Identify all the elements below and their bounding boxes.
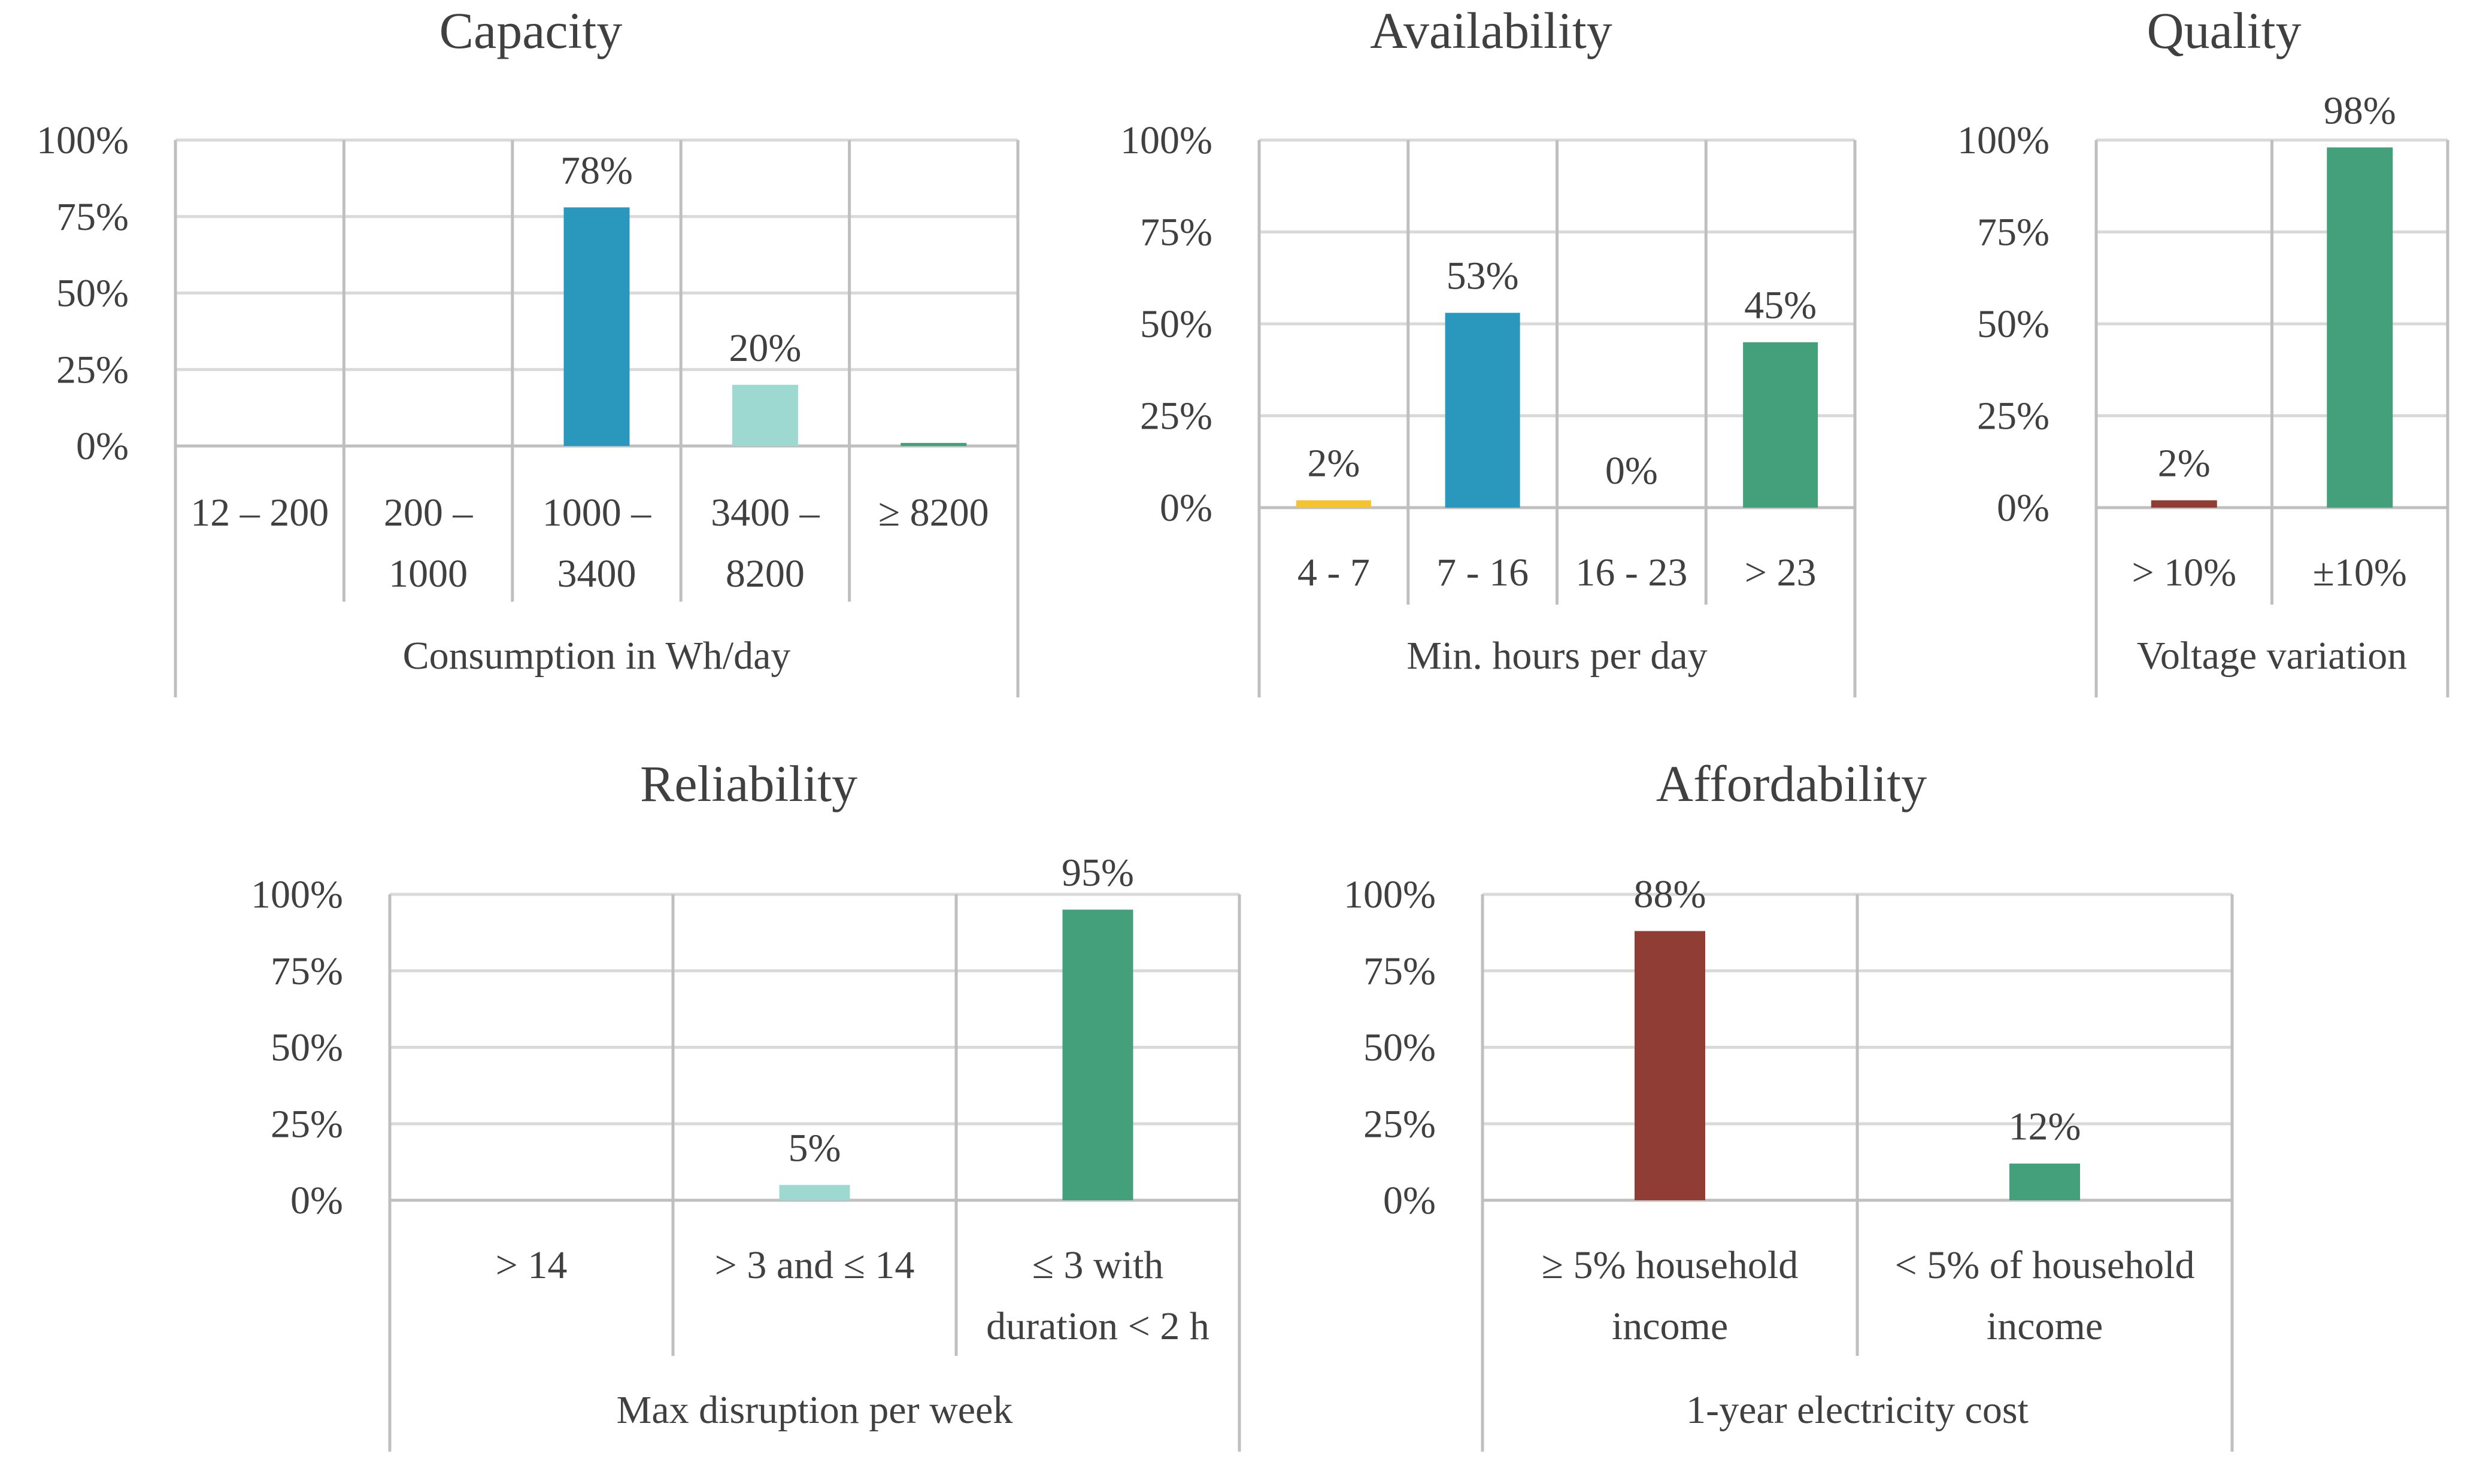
affordability-bar-1 [2009, 1163, 2080, 1200]
quality-title: Quality [2147, 2, 2302, 59]
affordability-data-label-1: 12% [2009, 1105, 2081, 1149]
quality-chart: Quality 0% 25% 50% 75% 100% 2% > 10% 98% ±10% Volt… [1957, 2, 2449, 697]
quality-data-label-0: 2% [2158, 442, 2211, 485]
capacity-ytick-label: 75% [56, 195, 129, 239]
capacity-data-label-2: 78% [560, 148, 633, 192]
affordability-title: Affordability [1656, 755, 1927, 812]
availability-ytick-label: 50% [1140, 302, 1212, 346]
capacity-category-label-1: 200 – [384, 491, 474, 535]
quality-category-label-0: > 10% [2132, 551, 2236, 594]
quality-ytick-label: 0% [1997, 486, 2050, 530]
capacity-category-label-3: 8200 [726, 552, 805, 596]
availability-data-label-1: 53% [1447, 254, 1519, 298]
affordability-category-label-0: income [1612, 1304, 1728, 1348]
quality-ytick-label: 100% [1957, 119, 2050, 162]
capacity-category-label-2: 1000 – [542, 491, 652, 535]
availability-ytick-label: 100% [1120, 119, 1212, 162]
availability-data-label-0: 2% [1307, 442, 1360, 485]
reliability-ytick-label: 100% [251, 873, 343, 917]
reliability-ytick-label: 75% [271, 949, 343, 993]
affordability-data-label-0: 88% [1634, 872, 1706, 916]
affordability-ytick-label: 0% [1383, 1179, 1436, 1222]
affordability-category-label-1: income [1987, 1304, 2103, 1348]
reliability-ytick-label: 25% [271, 1102, 343, 1146]
capacity-title: Capacity [439, 2, 623, 59]
capacity-category-label-0: 12 – 200 [190, 491, 329, 535]
affordability-ytick-label: 75% [1363, 949, 1436, 993]
affordability-category-label-1: < 5% of household [1895, 1243, 2195, 1287]
capacity-category-label-1: 1000 [389, 552, 468, 596]
reliability-bar-1 [779, 1185, 850, 1200]
quality-category-label-1: ±10% [2313, 551, 2407, 594]
reliability-data-label-1: 5% [789, 1126, 841, 1170]
availability-category-label-1: 7 - 16 [1436, 551, 1529, 594]
capacity-bar-2 [563, 207, 630, 446]
quality-bar-1 [2327, 147, 2393, 508]
availability-category-label-0: 4 - 7 [1297, 551, 1370, 594]
reliability-ytick-label: 0% [290, 1179, 343, 1222]
capacity-ytick-label: 100% [37, 119, 129, 162]
capacity-ytick-label: 50% [56, 272, 129, 315]
affordability-bar-0 [1635, 931, 1705, 1200]
affordability-category-label-0: ≥ 5% household [1542, 1243, 1799, 1287]
availability-ytick-label: 25% [1140, 394, 1212, 438]
capacity-data-label-3: 20% [729, 326, 801, 370]
availability-bar-0 [1296, 500, 1371, 508]
availability-ytick-label: 75% [1140, 211, 1212, 254]
affordability-ytick-label: 25% [1363, 1102, 1436, 1146]
capacity-category-label-4: ≥ 8200 [878, 491, 989, 535]
availability-bar-1 [1445, 312, 1520, 508]
reliability-data-label-2: 95% [1062, 851, 1134, 895]
reliability-category-label-0: > 14 [496, 1243, 568, 1287]
affordability-ytick-label: 50% [1363, 1026, 1436, 1070]
quality-ytick-label: 75% [1977, 211, 2050, 254]
availability-title: Availability [1370, 2, 1612, 59]
availability-axis-title: Min. hours per day [1406, 634, 1707, 678]
affordability-axis-title: 1-year electricity cost [1686, 1388, 2029, 1432]
availability-bar-3 [1743, 342, 1818, 508]
reliability-title: Reliability [640, 755, 857, 812]
reliability-chart: Reliability 0% 25% 50% 75% 100% > 14 5% > 3 and … [251, 755, 1241, 1452]
affordability-ytick-label: 100% [1344, 873, 1436, 917]
capacity-bar-4 [901, 442, 967, 446]
capacity-chart: Capacity 0% 25% 50% 75% 100% 12 – 200 200 – 1000… [37, 2, 1020, 697]
capacity-ytick-label: 0% [76, 424, 129, 468]
capacity-bar-3 [732, 384, 798, 446]
capacity-ytick-label: 25% [56, 348, 129, 392]
quality-data-label-1: 98% [2324, 89, 2396, 132]
capacity-category-label-3: 3400 – [711, 491, 820, 535]
availability-chart: Availability 0% 25% 50% 75% 100% 2% 4 - 7 53% 7 -… [1120, 2, 1857, 697]
quality-ytick-label: 25% [1977, 394, 2050, 438]
quality-ytick-label: 50% [1977, 302, 2050, 346]
affordability-chart: Affordability 0% 25% 50% 75% 100% 88% ≥ 5% hous… [1344, 755, 2234, 1452]
reliability-category-label-2: ≤ 3 with [1032, 1243, 1164, 1287]
availability-data-label-2: 0% [1605, 449, 1658, 493]
reliability-axis-title: Max disruption per week [617, 1388, 1013, 1432]
availability-category-label-3: > 23 [1745, 551, 1817, 594]
availability-data-label-3: 45% [1744, 284, 1817, 327]
availability-category-label-2: 16 - 23 [1575, 551, 1687, 594]
reliability-bar-2 [1062, 909, 1133, 1200]
quality-axis-title: Voltage variation [2137, 634, 2408, 678]
quality-bar-0 [2151, 500, 2217, 508]
reliability-category-label-2: duration < 2 h [986, 1304, 1209, 1348]
reliability-ytick-label: 50% [271, 1026, 343, 1070]
reliability-category-label-1: > 3 and ≤ 14 [715, 1243, 915, 1287]
capacity-axis-title: Consumption in Wh/day [403, 634, 791, 678]
capacity-category-label-2: 3400 [557, 552, 636, 596]
availability-ytick-label: 0% [1160, 486, 1212, 530]
